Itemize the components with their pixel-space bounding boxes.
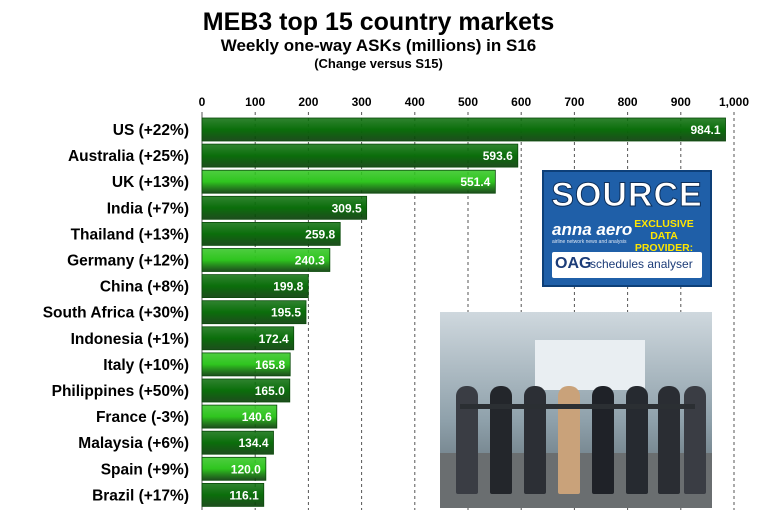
x-tick-label: 500 xyxy=(458,95,478,109)
x-tick-label: 100 xyxy=(245,95,265,109)
photo-backdrop-screen xyxy=(535,340,645,390)
category-label: Spain (+9%) xyxy=(101,461,189,478)
category-label: Philippines (+50%) xyxy=(52,383,189,400)
category-label: Australia (+25%) xyxy=(68,148,189,165)
photo-person xyxy=(558,386,580,494)
photo-person xyxy=(626,386,648,494)
bar-value-label: 259.8 xyxy=(305,227,335,241)
chart-subtitle: Weekly one-way ASKs (millions) in S16 xyxy=(220,36,537,55)
bar xyxy=(201,326,295,351)
category-label: Indonesia (+1%) xyxy=(71,331,189,348)
category-label: South Africa (+30%) xyxy=(43,305,189,322)
category-label: UK (+13%) xyxy=(112,174,189,191)
bar-value-label: 240.3 xyxy=(295,254,325,268)
bar xyxy=(201,221,341,246)
x-tick-labels: 0 100 200 300 400 500 600 700 800 900 1,000 xyxy=(199,95,750,109)
exclusive-line-1: EXCLUSIVE xyxy=(634,218,694,230)
bar-value-label: 984.1 xyxy=(691,123,721,137)
category-label: France (-3%) xyxy=(96,409,189,426)
photo-person xyxy=(592,386,614,494)
oag-schedules-analyser: schedules analyser xyxy=(590,257,693,271)
bar xyxy=(201,482,265,507)
x-tick-label: 600 xyxy=(511,95,531,109)
bar xyxy=(201,430,274,455)
category-label: Italy (+10%) xyxy=(103,357,189,374)
chart-title: MEB3 top 15 country markets xyxy=(202,8,555,36)
category-label: Germany (+12%) xyxy=(67,253,189,270)
ribbon-cutting-ceremony-photo xyxy=(440,312,712,508)
photo-person xyxy=(658,386,680,494)
exclusive-line-2: DATA PROVIDER: xyxy=(634,230,694,254)
category-label: China (+8%) xyxy=(100,279,189,296)
bar xyxy=(201,300,307,325)
bar xyxy=(201,117,726,142)
bar-value-label: 165.8 xyxy=(255,358,285,372)
bar-value-label: 165.0 xyxy=(255,384,285,398)
bar-value-label: 551.4 xyxy=(460,175,490,189)
bar-value-label: 140.6 xyxy=(242,410,272,424)
photo-ribbon xyxy=(460,404,695,409)
x-tick-label: 300 xyxy=(352,95,372,109)
x-tick-label: 900 xyxy=(671,95,691,109)
chart-note: (Change versus S15) xyxy=(314,56,443,71)
category-label: US (+22%) xyxy=(113,122,189,139)
oag-logo: OAG xyxy=(555,255,592,272)
bar-value-label: 309.5 xyxy=(332,201,362,215)
x-tick-label: 0 xyxy=(199,95,206,109)
category-label: Thailand (+13%) xyxy=(71,226,189,243)
bar xyxy=(201,143,519,168)
chart-titles: MEB3 top 15 country markets Weekly one-w… xyxy=(0,8,757,72)
x-tick-label: 1,000 xyxy=(719,95,749,109)
category-label: India (+7%) xyxy=(107,200,189,217)
x-tick-label: 800 xyxy=(618,95,638,109)
bar-value-label: 120.0 xyxy=(231,462,261,476)
bar-value-label: 172.4 xyxy=(259,332,289,346)
bar xyxy=(201,169,496,194)
photo-person xyxy=(524,386,546,494)
category-labels: US (+22%) Australia (+25%) UK (+13%) India … xyxy=(43,122,189,504)
bar xyxy=(201,248,331,272)
bar-value-label: 199.8 xyxy=(273,280,303,294)
x-tick-label: 400 xyxy=(405,95,425,109)
x-tick-label: 700 xyxy=(564,95,584,109)
photo-person xyxy=(456,386,478,494)
bar-value-label: 593.6 xyxy=(483,149,513,163)
anna-aero-tagline: airline network news and analysis xyxy=(552,239,627,245)
category-label: Malaysia (+6%) xyxy=(78,435,189,452)
bar xyxy=(201,378,291,403)
anna-aero-logo: anna aero xyxy=(552,220,633,239)
photo-person xyxy=(684,386,706,494)
bar-value-label: 116.1 xyxy=(229,488,259,502)
bar xyxy=(201,195,368,220)
bar xyxy=(201,274,309,299)
source-badge: SOURCE anna aero airline network news an… xyxy=(542,170,712,287)
bar xyxy=(201,352,291,377)
x-tick-label: 200 xyxy=(298,95,318,109)
bar xyxy=(201,404,278,429)
oag-strip: OAG schedules analyser xyxy=(552,252,702,278)
photo-person xyxy=(490,386,512,494)
bar-value-label: 134.4 xyxy=(238,436,268,450)
bar xyxy=(201,456,267,481)
source-word: SOURCE xyxy=(551,176,703,215)
bar-value-label: 195.5 xyxy=(271,306,301,320)
category-label: Brazil (+17%) xyxy=(92,487,189,504)
exclusive-provider-text: EXCLUSIVE DATA PROVIDER: xyxy=(624,218,704,254)
bars: 984.1 593.6 551.4 309.5 259.8 240.3 199.8 195.5… xyxy=(201,117,726,507)
